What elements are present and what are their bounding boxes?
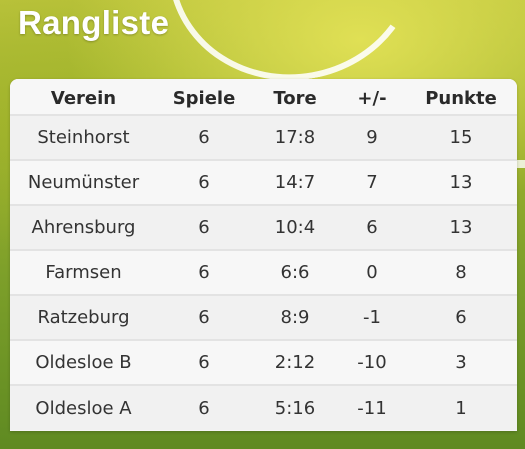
cell-punkte: 13 bbox=[405, 159, 517, 205]
cell-tore: 5:16 bbox=[251, 384, 339, 430]
cell-tore: 14:7 bbox=[251, 159, 339, 205]
table-row[interactable]: Oldesloe A 6 5:16 -11 1 bbox=[10, 384, 517, 430]
table-row[interactable]: Ahrensburg 6 10:4 6 13 bbox=[10, 204, 517, 250]
header-spiele[interactable]: Spiele bbox=[157, 79, 251, 115]
cell-tore: 10:4 bbox=[251, 204, 339, 250]
cell-punkte: 1 bbox=[405, 384, 517, 430]
cell-diff: 0 bbox=[339, 249, 405, 295]
cell-punkte: 13 bbox=[405, 204, 517, 250]
cell-spiele: 6 bbox=[157, 384, 251, 430]
cell-verein: Steinhorst bbox=[10, 114, 157, 160]
cell-verein: Oldesloe A bbox=[10, 384, 157, 430]
standings-table-card: Verein Spiele Tore +/- Punkte Steinhorst… bbox=[10, 79, 517, 431]
cell-diff: -10 bbox=[339, 339, 405, 385]
table-row[interactable]: Farmsen 6 6:6 0 8 bbox=[10, 249, 517, 295]
cell-verein: Ahrensburg bbox=[10, 204, 157, 250]
cell-spiele: 6 bbox=[157, 114, 251, 160]
cell-verein: Ratzeburg bbox=[10, 294, 157, 340]
cell-spiele: 6 bbox=[157, 204, 251, 250]
standings-table: Verein Spiele Tore +/- Punkte Steinhorst… bbox=[10, 79, 517, 430]
cell-spiele: 6 bbox=[157, 339, 251, 385]
cell-punkte: 3 bbox=[405, 339, 517, 385]
header-diff[interactable]: +/- bbox=[339, 79, 405, 115]
cell-diff: -1 bbox=[339, 294, 405, 340]
header-verein[interactable]: Verein bbox=[10, 79, 157, 115]
cell-diff: 9 bbox=[339, 114, 405, 160]
cell-verein: Oldesloe B bbox=[10, 339, 157, 385]
cell-spiele: 6 bbox=[157, 159, 251, 205]
table-row[interactable]: Neumünster 6 14:7 7 13 bbox=[10, 159, 517, 205]
header-punkte[interactable]: Punkte bbox=[405, 79, 517, 115]
cell-tore: 6:6 bbox=[251, 249, 339, 295]
table-row[interactable]: Oldesloe B 6 2:12 -10 3 bbox=[10, 339, 517, 385]
cell-tore: 2:12 bbox=[251, 339, 339, 385]
cell-punkte: 8 bbox=[405, 249, 517, 295]
table-row[interactable]: Steinhorst 6 17:8 9 15 bbox=[10, 114, 517, 160]
cell-spiele: 6 bbox=[157, 249, 251, 295]
pitch-stripe-decoration bbox=[515, 160, 525, 168]
cell-tore: 17:8 bbox=[251, 114, 339, 160]
cell-diff: -11 bbox=[339, 384, 405, 430]
cell-verein: Farmsen bbox=[10, 249, 157, 295]
page-title: Rangliste bbox=[18, 4, 170, 41]
header-tore[interactable]: Tore bbox=[251, 79, 339, 115]
cell-punkte: 6 bbox=[405, 294, 517, 340]
cell-punkte: 15 bbox=[405, 114, 517, 160]
cell-spiele: 6 bbox=[157, 294, 251, 340]
cell-verein: Neumünster bbox=[10, 159, 157, 205]
cell-diff: 7 bbox=[339, 159, 405, 205]
table-row[interactable]: Ratzeburg 6 8:9 -1 6 bbox=[10, 294, 517, 340]
cell-tore: 8:9 bbox=[251, 294, 339, 340]
table-header-row: Verein Spiele Tore +/- Punkte bbox=[10, 79, 517, 115]
cell-diff: 6 bbox=[339, 204, 405, 250]
